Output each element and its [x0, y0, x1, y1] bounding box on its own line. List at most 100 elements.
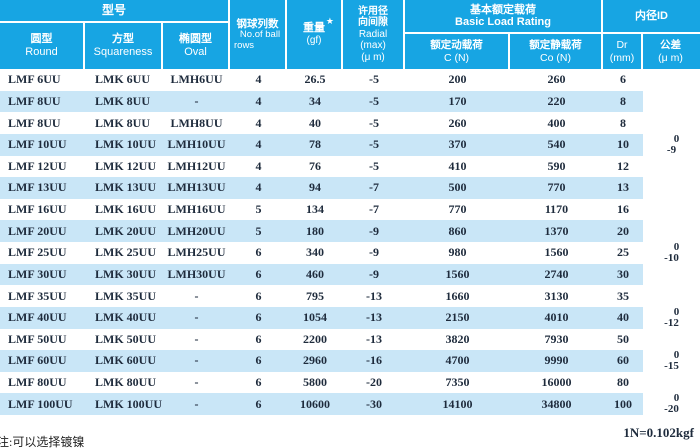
- static-load-label-en: Co (N): [540, 51, 571, 64]
- ball-rows-label-en1: No.of ball: [239, 28, 281, 40]
- inner-diameter-title-text: 内径ID: [635, 9, 668, 22]
- weight-unit: (gf): [306, 35, 322, 47]
- cell-static-load: 1370: [544, 223, 569, 238]
- cell-model-oval: LMH25UU: [167, 245, 226, 260]
- inner-diameter-group-title: 内径ID: [603, 0, 700, 34]
- cell-radial-clearance: -5: [369, 72, 379, 87]
- cell-static-load: 1560: [544, 245, 569, 260]
- table-row: LMF 6UU LMK 6UU LMH6UU 4 26.5 -5 200 260 6: [0, 69, 643, 91]
- cell-radial-clearance: -9: [369, 266, 379, 281]
- cell-radial-clearance: -20: [366, 375, 382, 390]
- cell-weight: 40: [309, 115, 321, 130]
- tolerance-value: 0 -12: [664, 305, 680, 329]
- table-row: LMF 25UU LMK 25UU LMH25UU 6 340 -9 980 1560 25: [0, 242, 643, 264]
- cell-dr: 6: [620, 72, 626, 87]
- cell-dynamic-load: 3820: [445, 331, 470, 346]
- cell-model-square: LMK 16UU: [95, 202, 156, 217]
- header-col-oval: 椭圆型 Oval: [163, 23, 228, 69]
- table-row: LMF 40UU LMK 40UU - 6 1054 -13 2150 4010 40: [0, 306, 643, 329]
- table-rows: LMF 6UU LMK 6UU LMH6UU 4 26.5 -5 200 260 6 LMF 8U…: [0, 69, 643, 415]
- cell-ball-rows: 4: [255, 115, 262, 130]
- cell-static-load: 1170: [544, 202, 569, 217]
- cell-model-oval: -: [194, 396, 199, 411]
- cell-weight: 10600: [300, 396, 330, 411]
- footnote-plating: 注:可以选择镀镍: [0, 435, 85, 448]
- table-row: LMF 100UU LMK 100UU - 6 10600 -30 14100 34800 10…: [0, 393, 643, 415]
- cell-radial-clearance: -13: [366, 288, 382, 303]
- cell-model-square: LMK 50UU: [95, 331, 156, 346]
- cell-static-load: 770: [547, 180, 566, 195]
- tolerance-value: 0 -15: [664, 348, 680, 372]
- header-col-weight: 重量 ★ (gf): [287, 0, 343, 69]
- ball-rows-label-en2: rows: [234, 39, 255, 51]
- table-row: LMF 12UU LMK 12UU LMH12UU 4 76 -5 410 590 12: [0, 155, 643, 178]
- cell-dr: 80: [617, 375, 629, 390]
- cell-dr: 100: [614, 396, 632, 411]
- table-body: LMF 6UU LMK 6UU LMH6UU 4 26.5 -5 200 260 6 LMF 8U…: [0, 69, 700, 415]
- cell-static-load: 540: [547, 137, 566, 152]
- header-col-static-load: 额定静载荷 Co (N): [510, 34, 601, 69]
- cell-static-load: 590: [547, 158, 566, 173]
- header-col-dynamic-load: 额定动载荷 C (N): [405, 34, 510, 69]
- cell-model-oval: -: [194, 310, 199, 325]
- cell-weight: 2200: [303, 331, 327, 346]
- cell-dynamic-load: 14100: [442, 396, 473, 411]
- cell-model-round: LMF 80UU: [8, 375, 67, 390]
- radial-label-unit: (μ m): [361, 51, 385, 63]
- footnote-unit-conversion: 1N=0.102kgf: [623, 425, 694, 440]
- cell-model-round: LMF 30UU: [8, 266, 67, 281]
- cell-radial-clearance: -9: [369, 245, 379, 260]
- header-col-ball-rows: 钢球列数 No.of ball rows: [230, 0, 287, 69]
- table-row: LMF 13UU LMK 13UU LMH13UU 4 94 -7 500 770 13: [0, 177, 643, 199]
- square-label-en: Squareness: [93, 46, 153, 58]
- cell-ball-rows: 6: [255, 353, 262, 368]
- cell-model-oval: -: [194, 288, 199, 303]
- cell-model-square: LMK 35UU: [95, 288, 156, 303]
- cell-radial-clearance: -13: [366, 331, 382, 346]
- header-group-load-rating: 基本额定载荷 Basic Load Rating 额定动载荷 C (N) 额定静…: [405, 0, 603, 69]
- cell-dr: 60: [617, 353, 629, 368]
- cell-dr: 16: [617, 202, 629, 217]
- cell-model-square: LMK 80UU: [95, 375, 156, 390]
- square-label-zh: 方型: [112, 32, 134, 45]
- cell-model-round: LMF 6UU: [8, 72, 61, 87]
- ball-rows-label-zh: 钢球列数: [236, 17, 279, 30]
- cell-ball-rows: 6: [255, 266, 262, 281]
- cell-static-load: 9990: [544, 353, 569, 368]
- weight-label-zh: 重量 ★: [303, 16, 334, 35]
- cell-static-load: 2740: [544, 266, 569, 281]
- cell-ball-rows: 6: [255, 288, 262, 303]
- oval-label-zh: 椭圆型: [179, 32, 212, 45]
- cell-static-load: 7930: [544, 331, 569, 346]
- cell-ball-rows: 4: [255, 158, 262, 173]
- cell-weight: 5800: [303, 375, 327, 390]
- cell-radial-clearance: -30: [366, 396, 382, 411]
- radial-label-zh1: 许用径: [358, 5, 388, 17]
- cell-weight: 1054: [303, 310, 327, 325]
- cell-model-square: LMK 12UU: [95, 158, 156, 173]
- cell-model-oval: -: [194, 331, 199, 346]
- cell-static-load: 220: [547, 93, 566, 108]
- cell-model-square: LMK 6UU: [95, 72, 150, 87]
- cell-dr: 35: [617, 288, 629, 303]
- cell-dynamic-load: 500: [448, 180, 467, 195]
- static-load-label-zh: 额定静载荷: [529, 38, 582, 51]
- table-row: LMF 60UU LMK 60UU - 6 2960 -16 4700 9990 60: [0, 350, 643, 372]
- header-col-tolerance: 公差 (μ m): [643, 34, 698, 69]
- cell-model-round: LMF 35UU: [8, 288, 67, 303]
- cell-model-oval: LMH20UU: [167, 223, 226, 238]
- cell-dynamic-load: 370: [448, 137, 467, 152]
- cell-ball-rows: 4: [255, 72, 262, 87]
- model-group-title: 型号: [0, 0, 228, 23]
- table-header: 型号 圆型 Round 方型 Squareness 椭圆型 Oval 钢球列数: [0, 0, 700, 69]
- cell-model-round: LMF 13UU: [8, 180, 67, 195]
- cell-dynamic-load: 860: [448, 223, 467, 238]
- cell-model-square: LMK 25UU: [95, 245, 156, 260]
- cell-weight: 76: [309, 158, 321, 173]
- cell-model-square: LMK 13UU: [95, 180, 156, 195]
- table-row: LMF 16UU LMK 16UU LMH16UU 5 134 -7 770 1170 16: [0, 198, 643, 221]
- cell-dr: 10: [617, 137, 629, 152]
- cell-model-oval: -: [194, 375, 199, 390]
- header-group-model: 型号 圆型 Round 方型 Squareness 椭圆型 Oval: [0, 0, 230, 69]
- cell-dr: 8: [620, 93, 626, 108]
